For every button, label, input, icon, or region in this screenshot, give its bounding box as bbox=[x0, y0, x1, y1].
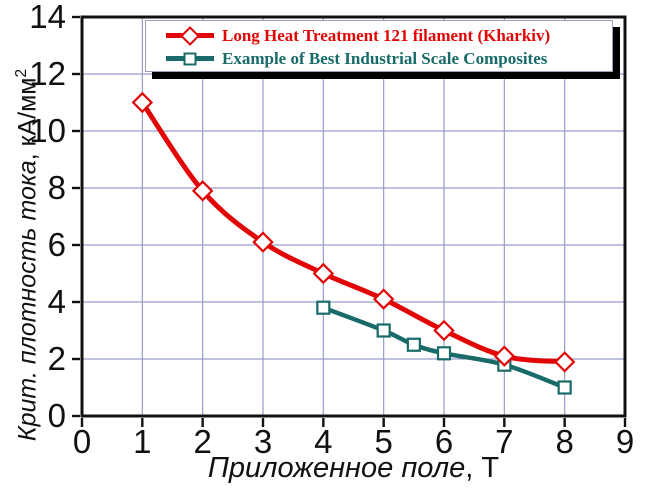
legend-label: Example of Best Industrial Scale Composi… bbox=[222, 48, 548, 68]
y-axis-unit-superscript: 2 bbox=[13, 68, 30, 78]
series-line bbox=[321, 305, 567, 390]
y-tick-label: 8 bbox=[48, 169, 66, 206]
y-axis-label: Крит. плотность тока, кА/мм2 bbox=[7, 45, 41, 465]
x-tick-label: 9 bbox=[616, 423, 634, 460]
series-line bbox=[139, 100, 568, 365]
x-axis-unit: , Т bbox=[465, 452, 500, 484]
diamond-marker bbox=[252, 231, 274, 253]
x-tick-label: 6 bbox=[435, 423, 453, 460]
diamond-marker bbox=[131, 91, 154, 114]
legend: Long Heat Treatment 121 filament (Kharki… bbox=[145, 20, 613, 72]
y-tick-label: 12 bbox=[29, 55, 66, 92]
y-tick-label: 10 bbox=[29, 112, 66, 149]
square-marker bbox=[436, 346, 452, 361]
legend-label: Long Heat Treatment 121 filament (Kharki… bbox=[222, 25, 551, 45]
y-tick-label: 0 bbox=[48, 397, 66, 434]
legend-square-icon bbox=[183, 52, 197, 65]
plot-frame bbox=[80, 15, 627, 418]
x-tick-label: 7 bbox=[495, 423, 513, 460]
legend-diamond-icon bbox=[180, 25, 200, 46]
y-tick-label: 4 bbox=[48, 283, 66, 320]
diamond-marker bbox=[553, 351, 576, 373]
legend-line-sample bbox=[166, 52, 214, 65]
square-marker bbox=[406, 337, 421, 352]
y-axis-unit: , кА/мм bbox=[13, 77, 42, 161]
x-tick-label: 3 bbox=[254, 423, 272, 460]
x-tick-label: 0 bbox=[73, 423, 91, 460]
x-axis-label-text: Приложенное поле bbox=[207, 452, 466, 484]
legend-item-1: Example of Best Industrial Scale Composi… bbox=[146, 47, 612, 70]
x-tick-label: 2 bbox=[193, 423, 211, 460]
y-tick-label: 2 bbox=[48, 340, 66, 377]
y-axis-label-text: Крит. плотность тока bbox=[13, 160, 42, 442]
diamond-marker bbox=[312, 262, 335, 285]
legend-line-sample bbox=[166, 25, 214, 46]
square-marker bbox=[316, 300, 331, 315]
diamond-marker bbox=[493, 345, 516, 367]
diamond-marker bbox=[372, 288, 395, 310]
x-tick-label: 5 bbox=[374, 423, 392, 460]
x-tick-label: 8 bbox=[555, 423, 573, 460]
y-tick-label: 14 bbox=[29, 0, 66, 35]
x-axis-label: Приложенное поле, Т bbox=[82, 452, 625, 485]
x-tick-label: 1 bbox=[133, 423, 151, 460]
square-marker bbox=[376, 323, 391, 338]
y-tick-label: 6 bbox=[48, 226, 66, 263]
legend-item-0: Long Heat Treatment 121 filament (Kharki… bbox=[146, 24, 612, 47]
diamond-marker bbox=[191, 180, 214, 202]
diamond-marker bbox=[433, 319, 455, 342]
square-marker bbox=[557, 380, 572, 395]
x-tick-label: 4 bbox=[314, 423, 332, 460]
